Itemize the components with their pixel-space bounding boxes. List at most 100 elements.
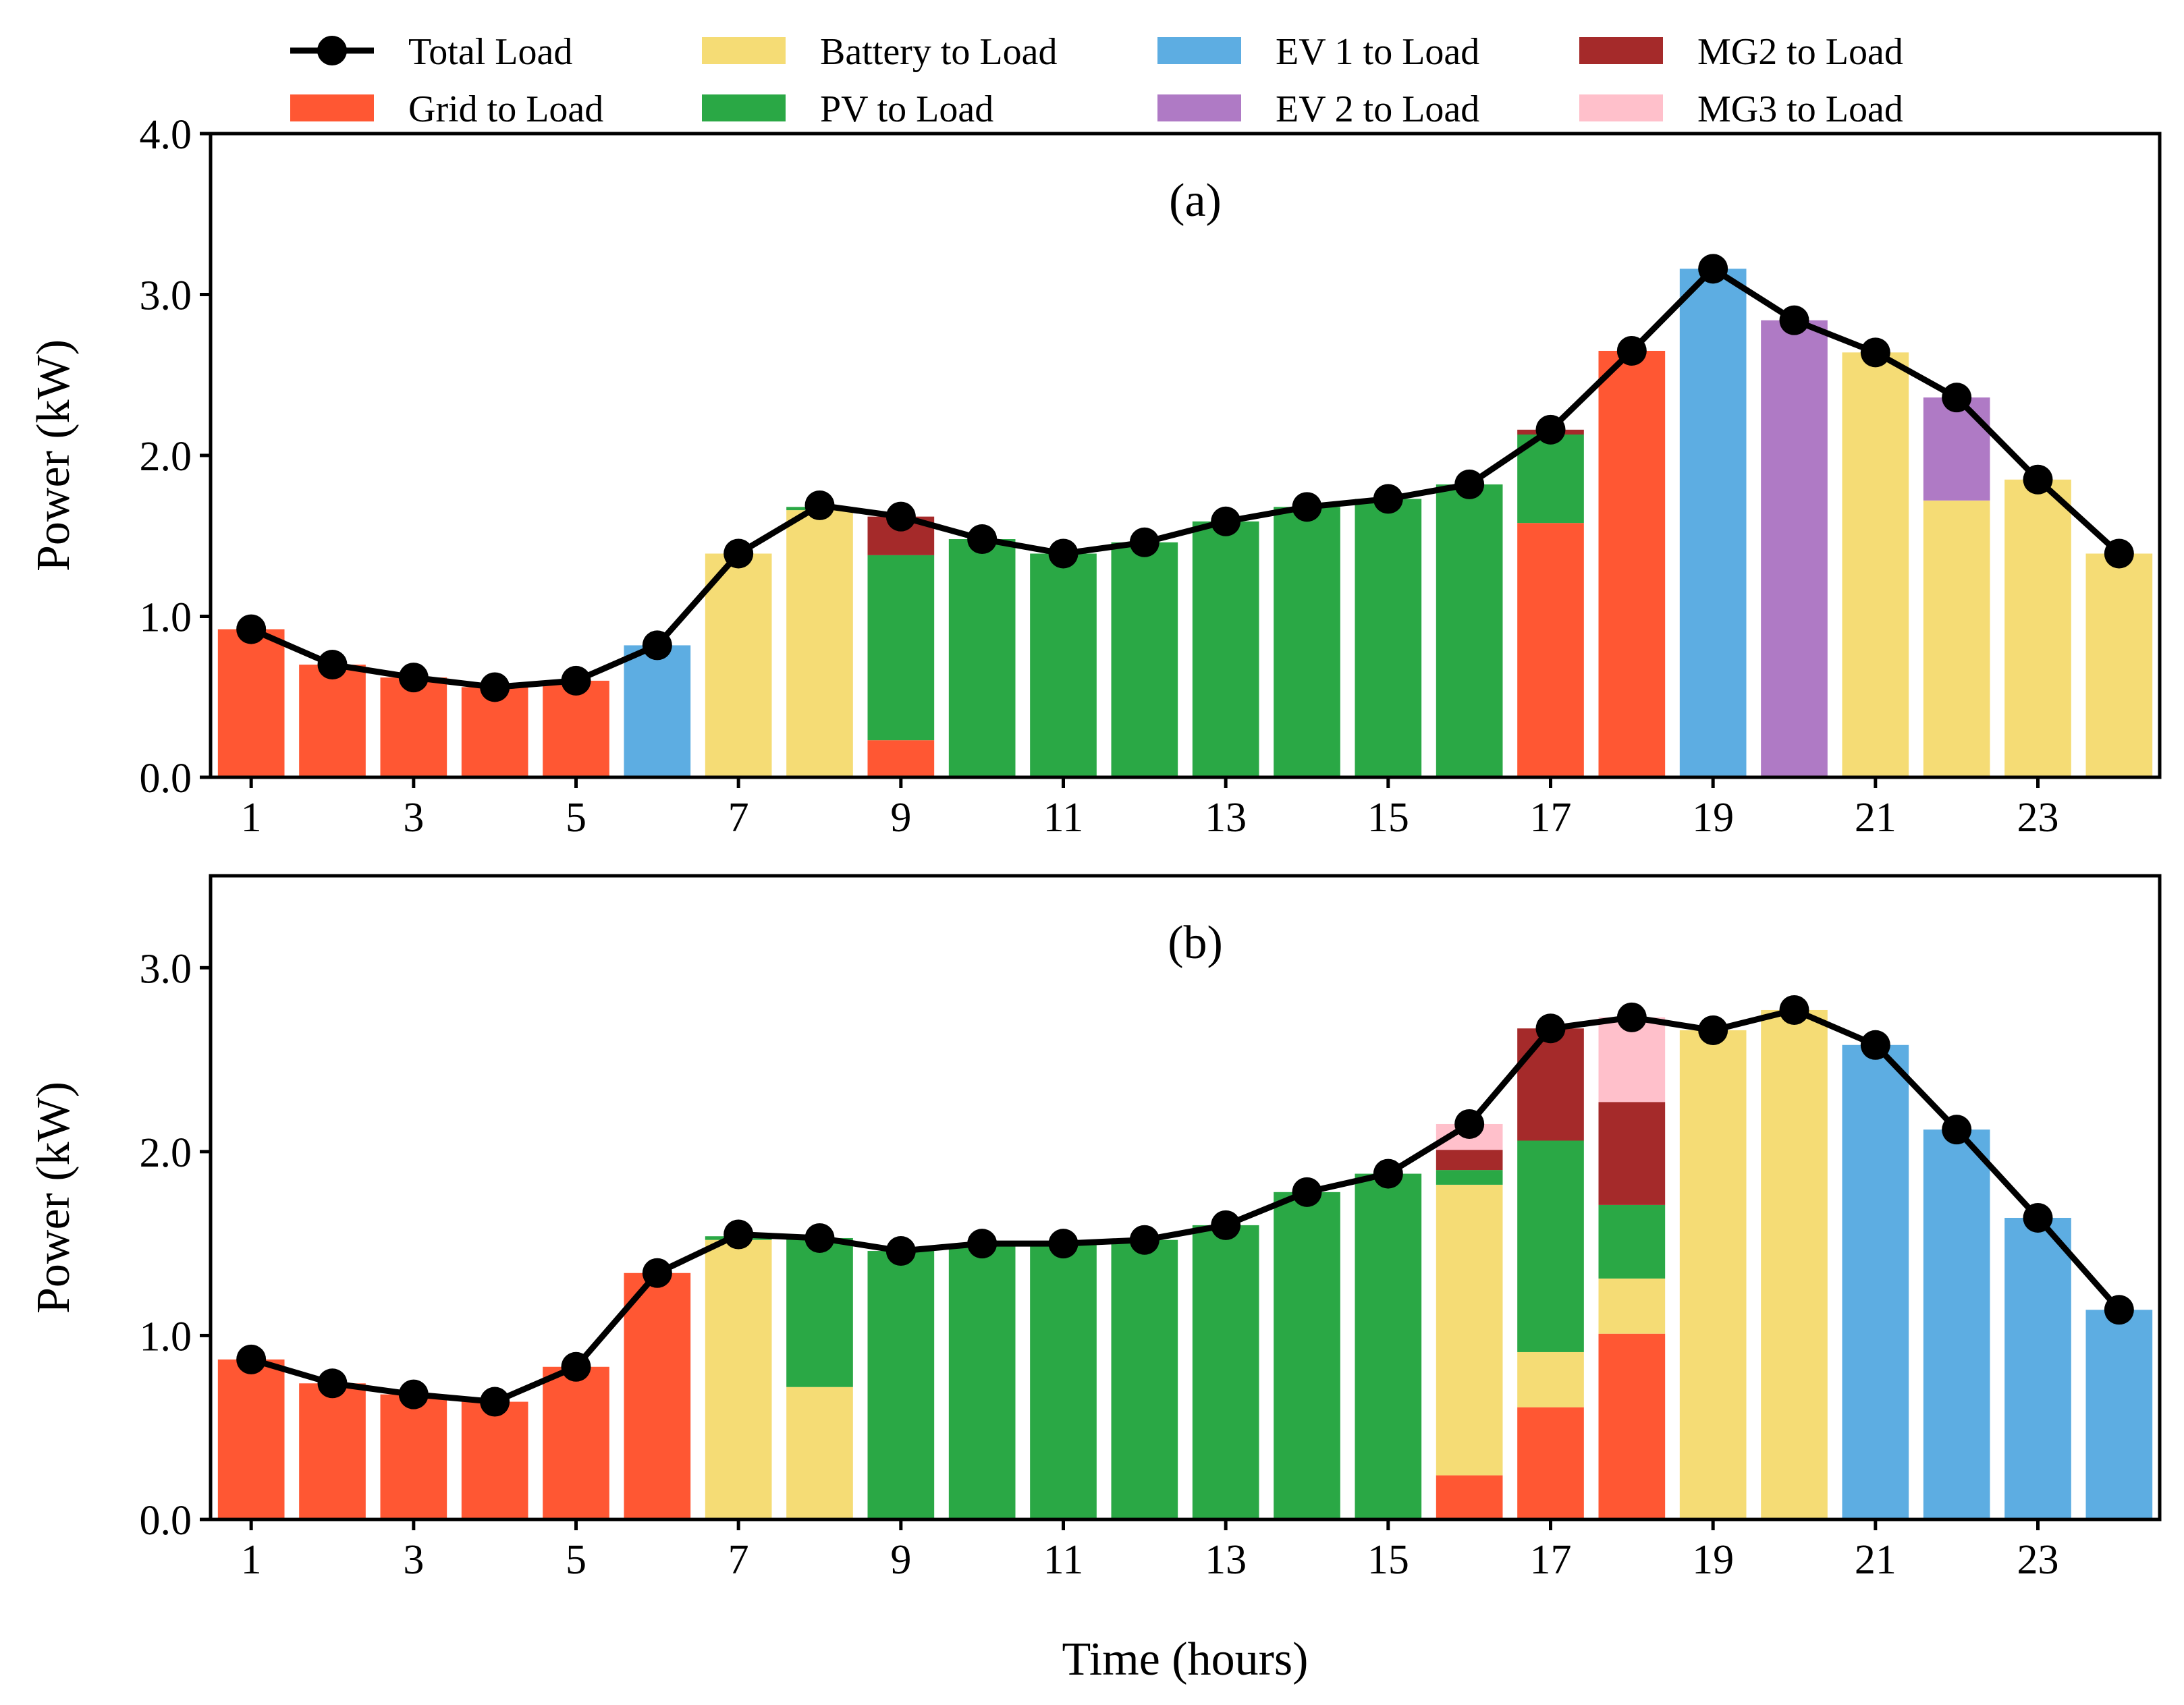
total-load-point-hour-18 bbox=[1616, 335, 1647, 366]
bar-grid-hour-3 bbox=[380, 1394, 447, 1519]
bar-pv-hour-9 bbox=[867, 1251, 935, 1519]
bar-grid-hour-1 bbox=[217, 1359, 285, 1519]
bar-grid-hour-17 bbox=[1517, 1407, 1584, 1519]
x-tick-label: 1 bbox=[241, 795, 262, 841]
total-load-point-hour-3 bbox=[398, 663, 429, 693]
x-tick-label: 17 bbox=[1530, 795, 1572, 841]
legend-swatch-mg3 bbox=[1579, 94, 1663, 121]
total-load-point-hour-11 bbox=[1048, 538, 1079, 569]
y-axis-label: Power (kW) bbox=[28, 1082, 80, 1314]
legend-label-grid: Grid to Load bbox=[408, 88, 603, 130]
y-tick-label: 0.0 bbox=[140, 756, 192, 802]
bar-grid-hour-1 bbox=[217, 629, 285, 777]
bar-pv-hour-11 bbox=[1030, 1243, 1097, 1519]
total-load-point-hour-4 bbox=[480, 1387, 510, 1417]
x-tick-label: 3 bbox=[403, 795, 424, 841]
total-load-point-hour-16 bbox=[1454, 1109, 1485, 1139]
bar-grid-hour-5 bbox=[543, 680, 609, 777]
x-axis-label: Time (hours) bbox=[1062, 1633, 1309, 1685]
bar-pv-hour-14 bbox=[1274, 507, 1340, 777]
bar-pv-hour-10 bbox=[948, 1243, 1016, 1519]
legend-swatch-pv bbox=[702, 94, 786, 121]
bar-pv-hour-17 bbox=[1517, 1140, 1584, 1352]
legend-item-mg3: MG3 to Load bbox=[1579, 88, 1903, 130]
bar-grid-hour-2 bbox=[299, 665, 366, 777]
bar-battery-hour-23 bbox=[2004, 479, 2071, 777]
legend-swatch-ev2 bbox=[1157, 94, 1241, 121]
bar-battery-hour-22 bbox=[1923, 500, 1990, 777]
total-load-point-hour-9 bbox=[885, 501, 916, 532]
x-tick-label: 23 bbox=[2017, 1537, 2059, 1583]
total-load-point-hour-18 bbox=[1616, 1002, 1647, 1032]
y-axis-label: Power (kW) bbox=[28, 339, 80, 571]
bar-ev1-hour-23 bbox=[2004, 1217, 2071, 1519]
y-tick-label: 4.0 bbox=[140, 112, 192, 158]
total-load-point-hour-17 bbox=[1535, 1013, 1566, 1044]
total-load-point-hour-11 bbox=[1048, 1229, 1079, 1259]
bar-pv-hour-16 bbox=[1436, 484, 1503, 777]
legend-item-ev2: EV 2 to Load bbox=[1157, 88, 1479, 130]
bar-pv-hour-14 bbox=[1274, 1192, 1340, 1519]
x-tick-label: 13 bbox=[1205, 1537, 1247, 1583]
x-tick-label: 11 bbox=[1043, 795, 1084, 841]
total-load-point-hour-10 bbox=[967, 524, 998, 555]
bar-battery-hour-7 bbox=[705, 553, 772, 777]
total-load-point-hour-17 bbox=[1535, 414, 1566, 445]
legend-label-ev2: EV 2 to Load bbox=[1276, 88, 1479, 130]
total-load-point-hour-7 bbox=[724, 1219, 754, 1250]
bar-ev1-hour-22 bbox=[1923, 1129, 1990, 1519]
bar-battery-hour-7 bbox=[705, 1239, 772, 1519]
legend-item-mg2: MG2 to Load bbox=[1579, 31, 1903, 73]
legend-label-pv: PV to Load bbox=[820, 88, 993, 130]
total-load-point-hour-12 bbox=[1129, 1225, 1159, 1255]
bar-pv-hour-16 bbox=[1436, 1170, 1503, 1185]
legend: Total Load Grid to Load Battery to Load PV … bbox=[290, 31, 1903, 130]
legend-item-pv: PV to Load bbox=[702, 88, 993, 130]
bars bbox=[217, 269, 2153, 778]
bar-pv-hour-12 bbox=[1111, 542, 1178, 777]
bar-battery-hour-19 bbox=[1679, 1030, 1747, 1519]
total-load-point-hour-21 bbox=[1860, 337, 1890, 368]
total-load-point-hour-10 bbox=[967, 1229, 998, 1259]
x-tick-label: 19 bbox=[1692, 1537, 1734, 1583]
total-load-point-hour-24 bbox=[2104, 1295, 2134, 1325]
bar-ev1-hour-6 bbox=[624, 645, 691, 777]
legend-swatch-ev1 bbox=[1157, 37, 1241, 64]
total-load-point-hour-13 bbox=[1211, 506, 1241, 536]
y-tick-label: 1.0 bbox=[140, 1314, 192, 1360]
y-tick-label: 2.0 bbox=[140, 1130, 192, 1176]
total-load-line bbox=[250, 1007, 2122, 1405]
total-load-point-hour-7 bbox=[724, 538, 754, 569]
bar-ev2-hour-22 bbox=[1923, 397, 1990, 501]
bar-pv-hour-10 bbox=[948, 539, 1016, 777]
total-load-point-hour-5 bbox=[561, 665, 591, 696]
legend-swatch-grid bbox=[290, 94, 374, 121]
total-load-point-hour-8 bbox=[804, 490, 835, 520]
bar-pv-hour-9 bbox=[867, 555, 935, 741]
x-tick-label: 11 bbox=[1043, 1537, 1084, 1583]
bar-grid-hour-6 bbox=[624, 1273, 691, 1519]
total-load-point-hour-6 bbox=[642, 630, 672, 661]
bar-grid-hour-17 bbox=[1517, 523, 1584, 777]
total-load-point-hour-19 bbox=[1698, 254, 1728, 284]
total-load-point-hour-14 bbox=[1292, 1177, 1322, 1207]
legend-item-grid: Grid to Load bbox=[290, 88, 603, 130]
total-load-point-hour-21 bbox=[1860, 1030, 1890, 1060]
total-load-point-hour-4 bbox=[480, 672, 510, 702]
total-load-point-hour-15 bbox=[1373, 1158, 1403, 1189]
total-load-point-hour-1 bbox=[236, 614, 267, 644]
y-tick-label: 0.0 bbox=[140, 1498, 192, 1544]
bar-pv-hour-13 bbox=[1192, 521, 1259, 777]
bar-grid-hour-18 bbox=[1598, 1333, 1666, 1519]
bar-ev1-hour-24 bbox=[2085, 1310, 2153, 1519]
total-load-point-hour-5 bbox=[561, 1351, 591, 1382]
bar-pv-hour-17 bbox=[1517, 434, 1584, 524]
bar-pv-hour-13 bbox=[1192, 1225, 1259, 1519]
bar-battery-hour-24 bbox=[2085, 553, 2153, 777]
bar-mg2-hour-17 bbox=[1517, 1028, 1584, 1141]
bar-grid-hour-5 bbox=[543, 1366, 609, 1519]
bar-ev2-hour-20 bbox=[1761, 320, 1828, 777]
bar-pv-hour-15 bbox=[1355, 499, 1422, 777]
